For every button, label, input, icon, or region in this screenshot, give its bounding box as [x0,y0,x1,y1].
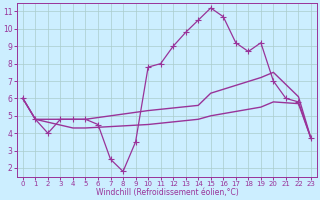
X-axis label: Windchill (Refroidissement éolien,°C): Windchill (Refroidissement éolien,°C) [96,188,238,197]
